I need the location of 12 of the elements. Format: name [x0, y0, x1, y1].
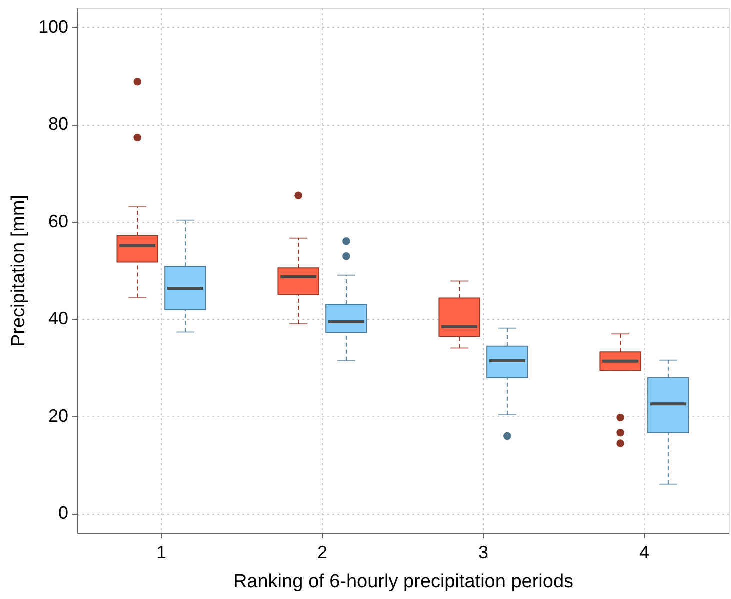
y-tick-label: 0	[58, 503, 68, 524]
y-tick-label: 60	[48, 211, 68, 232]
y-tick-label: 20	[48, 406, 68, 426]
x-tick-label: 1	[156, 542, 167, 562]
y-tick-label: 80	[48, 114, 68, 134]
x-tick-label: 4	[639, 542, 650, 562]
x-tick-label: 3	[478, 542, 488, 562]
x-tick-label: 2	[318, 542, 328, 562]
y-tick-label: 40	[48, 308, 68, 329]
y-tick-label: 100	[38, 16, 68, 37]
x-axis-title: Ranking of 6-hourly precipitation periods	[233, 572, 574, 592]
y-axis-title: Precipitation [mm]	[8, 194, 30, 348]
